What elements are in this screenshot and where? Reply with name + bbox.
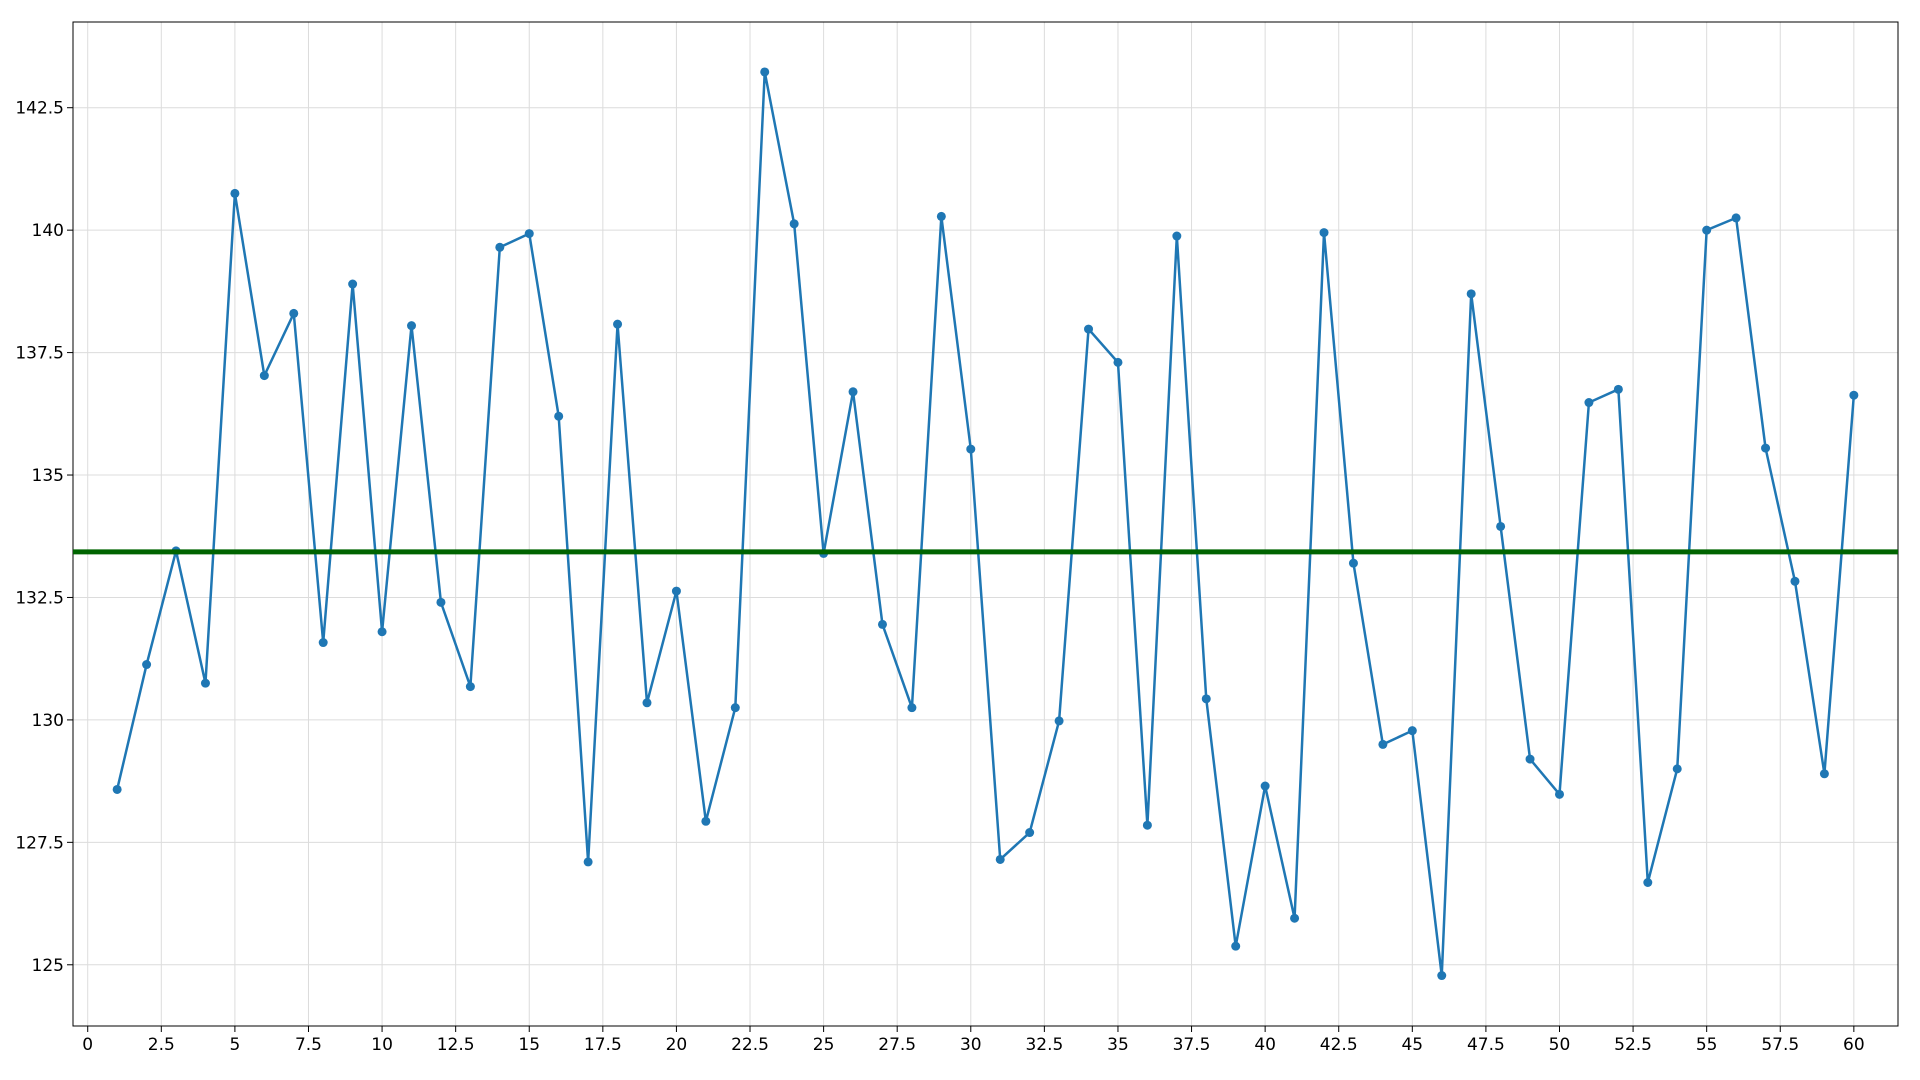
data-point: [789, 219, 799, 229]
data-point: [701, 816, 711, 826]
data-point: [1790, 576, 1800, 586]
y-tick-label: 140: [32, 221, 64, 241]
x-tick-label: 7.5: [295, 1035, 322, 1055]
data-point: [730, 703, 740, 713]
data-point: [1319, 228, 1329, 238]
data-point: [613, 319, 623, 329]
data-point: [1054, 716, 1064, 726]
x-tick-label: 27.5: [878, 1035, 916, 1055]
data-point: [1672, 764, 1682, 774]
y-tick-label: 127.5: [15, 833, 64, 853]
data-point: [1348, 558, 1358, 568]
x-tick-label: 12.5: [437, 1035, 475, 1055]
data-point: [465, 682, 475, 692]
data-point: [1231, 941, 1241, 951]
data-point: [348, 279, 358, 289]
x-tick-label: 17.5: [584, 1035, 622, 1055]
data-point: [995, 854, 1005, 864]
data-point: [1613, 384, 1623, 394]
data-line: [115, 71, 1856, 976]
x-tick-label: 20: [666, 1035, 688, 1055]
data-point: [1084, 324, 1094, 334]
x-tick-label: 5: [229, 1035, 240, 1055]
y-tick-label: 137.5: [15, 344, 64, 364]
data-point: [289, 308, 299, 318]
y-tick-label: 130: [32, 711, 64, 731]
data-point: [760, 67, 770, 77]
x-tick-label: 0: [82, 1035, 93, 1055]
x-tick-label: 30: [960, 1035, 982, 1055]
x-tick-label: 55: [1696, 1035, 1718, 1055]
x-tick-label: 60: [1843, 1035, 1865, 1055]
x-tick-label: 40: [1254, 1035, 1276, 1055]
x-tick-label: 15: [518, 1035, 540, 1055]
data-point: [436, 597, 446, 607]
data-point: [848, 387, 858, 397]
data-point: [1260, 781, 1270, 791]
data-point: [1407, 726, 1417, 736]
data-point: [112, 784, 122, 794]
y-tick-label: 135: [32, 466, 64, 486]
x-tick-label: 42.5: [1320, 1035, 1358, 1055]
x-tick-label: 22.5: [731, 1035, 769, 1055]
data-point: [1525, 754, 1535, 764]
data-point: [407, 321, 417, 331]
data-point: [1172, 231, 1182, 241]
data-point: [1849, 390, 1859, 400]
y-tick-label: 132.5: [15, 588, 64, 608]
data-point: [1643, 878, 1653, 888]
data-point: [966, 444, 976, 454]
x-tick-label: 47.5: [1467, 1035, 1505, 1055]
data-point: [907, 703, 917, 713]
data-point: [318, 638, 328, 648]
x-tick-label: 25: [813, 1035, 835, 1055]
data-point: [936, 211, 946, 221]
x-tick-label: 32.5: [1025, 1035, 1063, 1055]
data-point: [583, 857, 593, 867]
x-tick-label: 45: [1401, 1035, 1423, 1055]
data-point: [1466, 289, 1476, 299]
data-point: [1761, 443, 1771, 453]
data-point: [1437, 971, 1447, 981]
data-point: [1731, 213, 1741, 223]
data-point: [1496, 521, 1506, 531]
x-tick-label: 37.5: [1173, 1035, 1211, 1055]
data-point: [1290, 913, 1300, 923]
y-tick-label: 125: [32, 956, 64, 976]
data-point: [1378, 739, 1388, 749]
x-tick-label: 52.5: [1614, 1035, 1652, 1055]
data-point: [524, 229, 534, 239]
data-point: [554, 411, 564, 421]
x-tick-label: 50: [1549, 1035, 1571, 1055]
x-tick-label: 35: [1107, 1035, 1129, 1055]
data-point: [1142, 820, 1152, 830]
data-point: [1819, 769, 1829, 779]
y-tick-label: 142.5: [15, 99, 64, 119]
data-point: [1554, 789, 1564, 799]
data-point: [1584, 398, 1594, 408]
data-point: [1702, 225, 1712, 235]
x-tick-label: 2.5: [148, 1035, 175, 1055]
data-point: [495, 242, 505, 252]
data-point: [671, 586, 681, 596]
x-tick-label: 57.5: [1761, 1035, 1799, 1055]
data-point: [1113, 357, 1123, 367]
data-point: [877, 619, 887, 629]
data-point: [200, 678, 210, 688]
data-point: [377, 627, 387, 637]
data-point: [142, 660, 152, 670]
data-point: [1025, 828, 1035, 838]
x-tick-label: 10: [371, 1035, 393, 1055]
plot-frame: [72, 21, 1899, 1027]
data-point: [1201, 694, 1211, 704]
data-point: [642, 698, 652, 708]
data-point: [259, 371, 269, 381]
data-point: [230, 188, 240, 198]
